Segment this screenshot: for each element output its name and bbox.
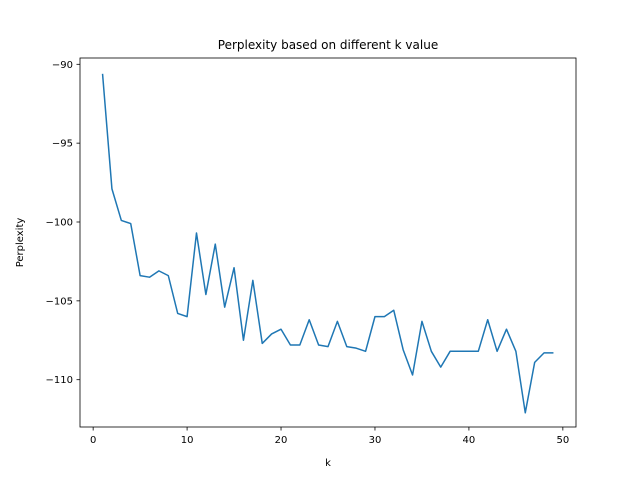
series-line — [101, 73, 554, 414]
y-axis: −90 −95 −100 −105 −110 — [46, 60, 80, 386]
y-tick-label: −100 — [46, 218, 73, 229]
axes-frame — [79, 57, 577, 428]
x-tick-label: 50 — [556, 435, 569, 446]
x-tick-label: 0 — [90, 435, 96, 446]
x-axis-label: k — [325, 458, 331, 469]
chart-title: Perplexity based on different k value — [218, 38, 438, 52]
x-tick-label: 30 — [369, 435, 382, 446]
plot-area — [101, 73, 554, 414]
x-tick-label: 10 — [181, 435, 194, 446]
x-tick-label: 20 — [275, 435, 288, 446]
x-tick-label: 40 — [463, 435, 476, 446]
y-tick-label: −95 — [52, 139, 73, 150]
y-tick-label: −110 — [46, 375, 73, 386]
y-axis-label: Perplexity — [15, 218, 26, 268]
y-tick-label: −90 — [52, 60, 73, 71]
x-axis: 0 10 20 30 40 50 — [90, 427, 569, 446]
y-tick-label: −105 — [46, 296, 73, 307]
